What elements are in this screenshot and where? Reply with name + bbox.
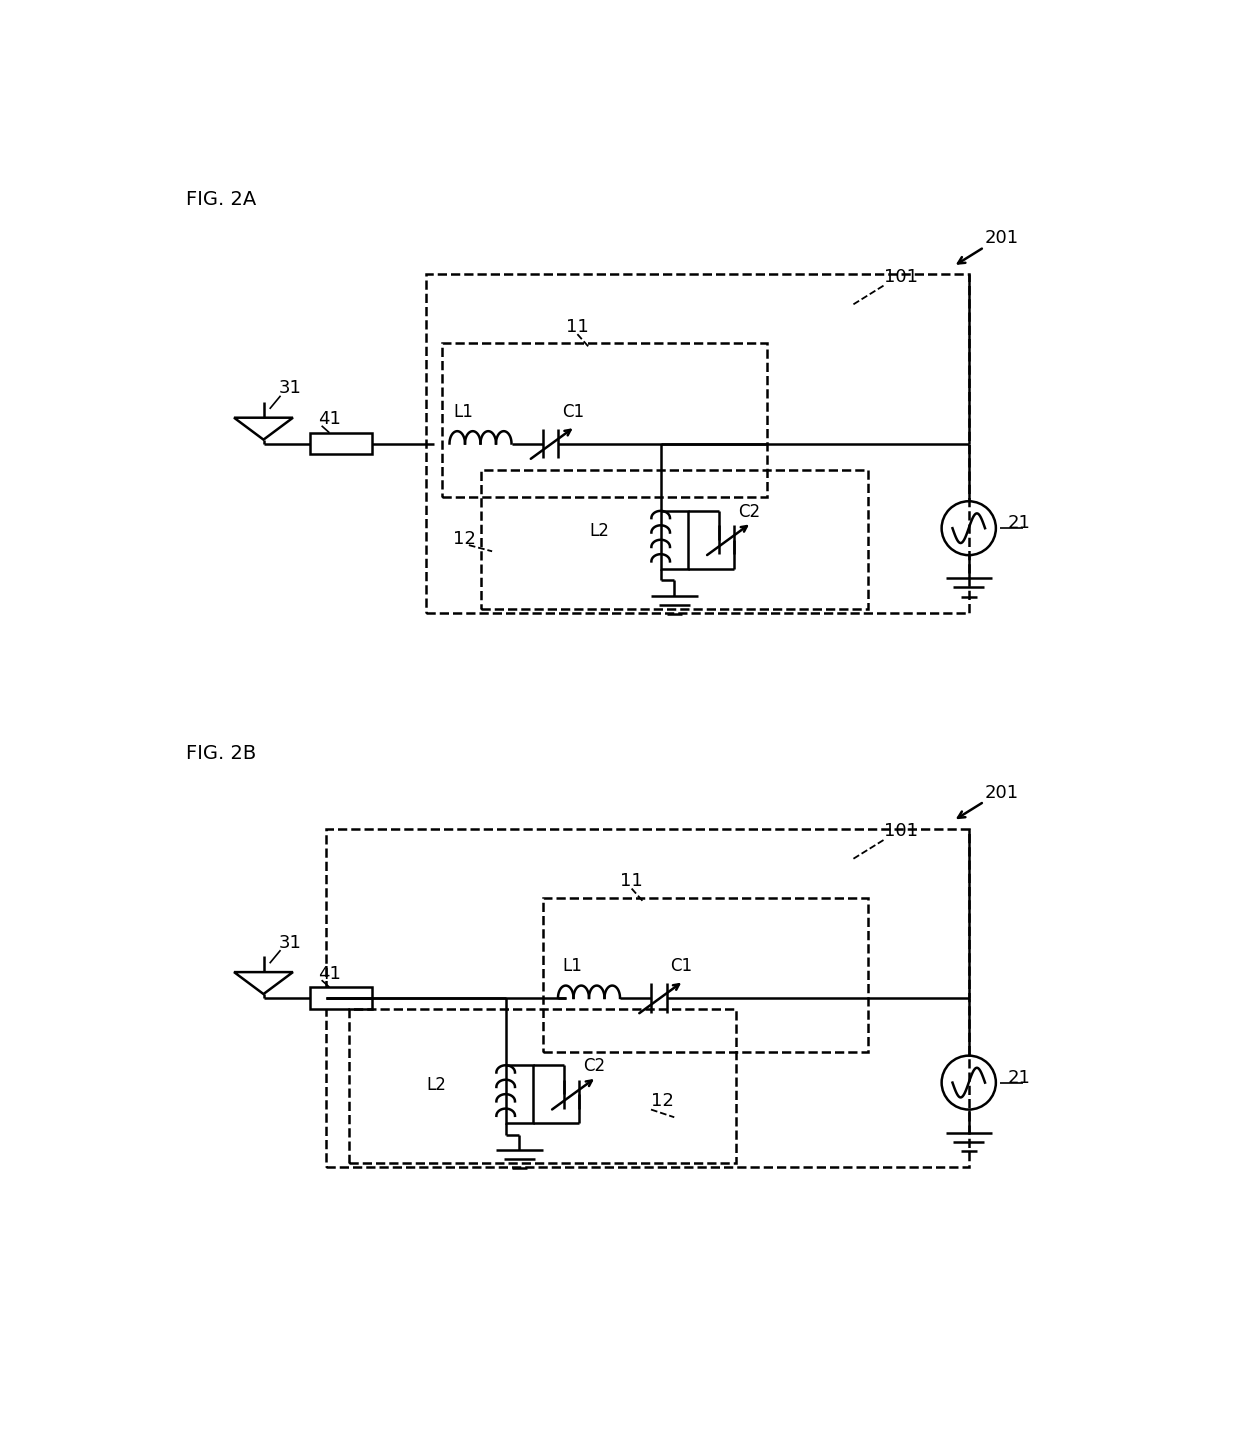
Text: 101: 101 [883, 268, 918, 286]
Text: 12: 12 [651, 1092, 673, 1109]
Text: C2: C2 [738, 503, 760, 521]
Text: FIG. 2B: FIG. 2B [186, 744, 257, 763]
Text: 21: 21 [1007, 1069, 1030, 1086]
Text: 31: 31 [279, 934, 301, 951]
Bar [325, 828, 968, 1167]
Bar [348, 1009, 737, 1163]
Text: 41: 41 [317, 964, 341, 983]
Text: L2: L2 [427, 1076, 446, 1095]
Bar [310, 987, 372, 1009]
Text: 201: 201 [985, 229, 1018, 248]
Text: L1: L1 [562, 957, 582, 974]
Text: 41: 41 [317, 410, 341, 428]
Text: 11: 11 [565, 318, 589, 336]
Bar [543, 898, 868, 1051]
Bar [661, 510, 688, 568]
Bar [481, 470, 868, 609]
Bar [506, 1066, 533, 1124]
Text: 201: 201 [985, 783, 1018, 802]
Text: 101: 101 [883, 822, 918, 840]
Text: L2: L2 [589, 522, 609, 539]
Text: 12: 12 [454, 529, 476, 548]
Text: L1: L1 [454, 403, 474, 420]
Bar [310, 432, 372, 454]
Text: 31: 31 [279, 380, 301, 397]
Bar [427, 274, 968, 613]
Text: 11: 11 [620, 873, 642, 890]
Bar [441, 344, 768, 497]
Text: C1: C1 [562, 403, 584, 420]
Text: 21: 21 [1007, 515, 1030, 532]
Text: C2: C2 [583, 1057, 605, 1074]
Text: C1: C1 [671, 957, 692, 974]
Text: FIG. 2A: FIG. 2A [186, 190, 257, 209]
